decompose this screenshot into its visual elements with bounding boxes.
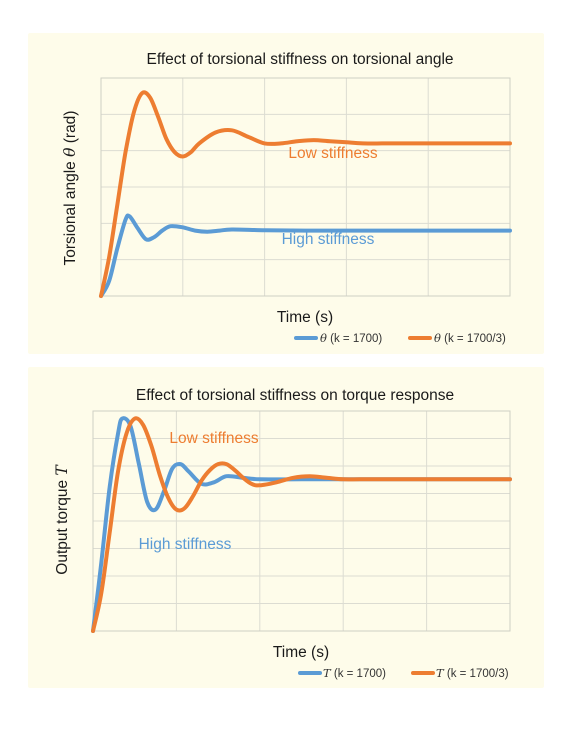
legend: T (k = 1700) T (k = 1700/3) <box>298 666 509 680</box>
chart-svg-angle: Effect of torsional stiffness on torsion… <box>61 51 512 345</box>
legend-label-low: T (k = 1700/3) <box>436 666 509 680</box>
y-axis-label-text: Torsional angle <box>62 157 79 266</box>
legend-label-high: T (k = 1700) <box>323 666 386 680</box>
series-line-high-stiffness <box>99 213 512 298</box>
annotation-high-stiffness: High stiffness <box>139 536 232 553</box>
y-axis-label: Torsional angle θ (rad) <box>61 111 79 266</box>
legend-label-low: θ (k = 1700/3) <box>434 331 506 345</box>
plot-frame <box>92 410 511 632</box>
grid <box>93 411 510 631</box>
chart-panel-torque: Effect of torsional stiffness on torque … <box>28 367 544 688</box>
chart-panel-angle: Effect of torsional stiffness on torsion… <box>28 33 544 354</box>
x-axis-label: Time (s) <box>273 644 329 661</box>
y-axis-label-symbol: θ <box>61 147 79 157</box>
y-axis-label: Output torque T <box>53 464 71 575</box>
x-axis-label: Time (s) <box>277 309 333 326</box>
series-line-high-stiffness <box>91 416 512 633</box>
chart-svg-torque: Effect of torsional stiffness on torque … <box>53 387 512 680</box>
series-line-low-stiffness <box>99 90 512 298</box>
grid <box>101 78 510 296</box>
series-lines <box>99 90 512 298</box>
y-axis-label-text: Output torque <box>54 476 71 575</box>
y-axis-label-symbol: T <box>53 464 71 476</box>
plot-frame <box>100 77 511 297</box>
series-lines <box>91 416 512 633</box>
y-axis-label-unit: (rad) <box>62 111 79 148</box>
legend-label-high: θ (k = 1700) <box>320 331 382 345</box>
series-line-low-stiffness <box>91 416 512 633</box>
chart-title: Effect of torsional stiffness on torsion… <box>146 51 453 68</box>
chart-title: Effect of torsional stiffness on torque … <box>136 387 454 404</box>
legend: θ (k = 1700) θ (k = 1700/3) <box>294 331 506 345</box>
annotation-low-stiffness: Low stiffness <box>288 145 378 162</box>
annotation-high-stiffness: High stiffness <box>282 231 375 248</box>
annotation-low-stiffness: Low stiffness <box>169 430 259 447</box>
